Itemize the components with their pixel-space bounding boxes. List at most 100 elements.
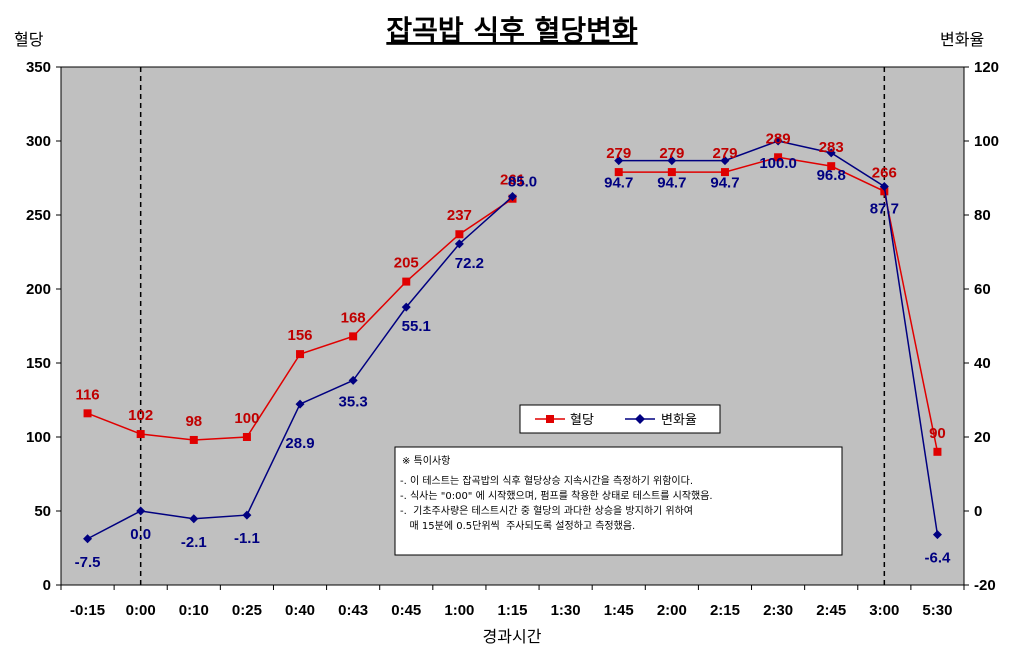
glucose-point	[242, 433, 251, 441]
glucose-data-label: 283	[819, 139, 844, 156]
legend: 혈당 변화율	[519, 404, 721, 434]
y-axis-left-label: 혈당	[14, 30, 44, 49]
change-rate-data-label: -7.5	[75, 554, 101, 571]
glucose-data-label: 279	[659, 145, 684, 162]
y-right-tick-label: -20	[974, 577, 996, 594]
legend-label-glucose: 혈당	[570, 413, 594, 428]
change-rate-point	[348, 375, 358, 385]
change-rate-data-label: -1.1	[234, 530, 260, 547]
x-tick-label: 0:10	[179, 602, 209, 619]
change-rate-point	[826, 148, 836, 158]
y-right-tick-label: 80	[974, 207, 991, 224]
glucose-point	[349, 332, 358, 341]
glucose-point	[933, 447, 942, 456]
x-axis-label: 경과시간	[483, 627, 542, 646]
glucose-data-label: 100	[234, 410, 259, 427]
change-rate-point	[83, 534, 93, 544]
change-rate-point	[879, 182, 889, 192]
glucose-point	[455, 230, 464, 239]
glucose-point	[827, 162, 836, 171]
note-box: ※ 특이사항 -. 이 테스트는 잡곡밥의 식후 혈당상승 지속시간을 측정하기…	[394, 446, 843, 556]
y-right-tick-label: 20	[974, 429, 991, 446]
change-rate-data-label: -2.1	[181, 534, 207, 551]
x-tick-label: 0:43	[338, 602, 368, 619]
y-right-tick-label: 120	[974, 59, 999, 76]
y-left-tick-label: 50	[34, 503, 51, 520]
y-left-tick-label: 0	[43, 577, 51, 594]
change-rate-data-label: 87.7	[870, 201, 899, 218]
glucose-point	[667, 168, 676, 177]
glucose-point	[614, 168, 623, 177]
change-rate-point	[614, 156, 624, 166]
x-tick-label: 1:15	[497, 602, 527, 619]
x-tick-label: 2:45	[816, 602, 846, 619]
change-rate-data-label: 55.1	[402, 318, 431, 335]
y-axis-right-label: 변화율	[940, 30, 984, 49]
change-rate-point	[932, 530, 942, 540]
y-right-tick-label: 60	[974, 281, 991, 298]
glucose-point	[774, 153, 783, 162]
y-left-tick-label: 250	[26, 207, 51, 224]
legend-marker-change	[635, 414, 645, 424]
x-tick-label: -0:15	[70, 602, 105, 619]
note-line-4: 매 15분에 0.5단위씩 주사되도록 설정하고 측정했음.	[400, 519, 635, 532]
glucose-data-label: 237	[447, 207, 472, 224]
y-left-tick-label: 300	[26, 133, 51, 150]
legend-marker-glucose	[546, 415, 554, 423]
x-tick-label: 0:00	[126, 602, 156, 619]
change-rate-point	[508, 192, 517, 201]
change-rate-data-label: -6.4	[925, 550, 952, 567]
change-rate-data-label: 28.9	[285, 435, 314, 452]
y-left-tick-label: 350	[26, 59, 51, 76]
y-right-tick-label: 100	[974, 133, 999, 150]
change-rate-data-label: 72.2	[455, 255, 484, 272]
change-rate-point	[401, 302, 411, 312]
y-right-tick-label: 40	[974, 355, 991, 372]
glucose-data-label: 90	[929, 425, 946, 442]
glucose-data-label: 261	[500, 172, 525, 189]
y-left-tick-label: 100	[26, 429, 51, 446]
glucose-data-label: 205	[394, 255, 419, 272]
change-rate-point	[242, 510, 252, 520]
glucose-point	[83, 409, 92, 418]
note-title: ※ 특이사항	[402, 455, 450, 467]
change-rate-data-label: 94.7	[604, 175, 633, 192]
change-rate-point	[295, 399, 305, 409]
change-rate-data-label: 85.0	[508, 174, 537, 191]
y-right-tick-label: 0	[974, 503, 982, 520]
glucose-point	[720, 168, 729, 177]
y-left-tick-label: 150	[26, 355, 51, 372]
note-line-1: -. 이 테스트는 잡곡밥의 식후 혈당상승 지속시간을 측정하기 위함이다.	[400, 474, 693, 487]
glucose-data-label: 98	[185, 413, 202, 430]
glucose-data-label: 102	[128, 407, 153, 424]
x-tick-label: 0:40	[285, 602, 315, 619]
chart-title: 잡곡밥 식후 혈당변화	[386, 14, 638, 47]
x-tick-label: 5:30	[922, 602, 952, 619]
x-tick-label: 1:00	[444, 602, 474, 619]
change-rate-data-label: 100.0	[759, 155, 797, 172]
glucose-data-label: 279	[606, 145, 631, 162]
change-rate-point	[773, 136, 783, 146]
glucose-data-label: 279	[712, 145, 737, 162]
legend-label-change: 변화율	[661, 413, 697, 428]
glucose-point	[136, 430, 145, 439]
x-tick-label: 0:45	[391, 602, 421, 619]
change-rate-data-label: 0.0	[130, 526, 151, 543]
change-rate-point	[720, 156, 730, 166]
glucose-data-label: 156	[288, 327, 313, 344]
change-rate-data-label: 94.7	[657, 175, 686, 192]
change-rate-data-label: 35.3	[339, 393, 368, 410]
x-tick-label: 2:15	[710, 602, 740, 619]
glucose-point	[189, 435, 198, 444]
glucose-data-label: 289	[766, 130, 791, 147]
glucose-point	[402, 277, 411, 286]
note-line-2: -. 식사는 "0:00" 에 시작했으며, 펌프를 착용한 상태로 테스트를 …	[400, 489, 713, 502]
change-rate-point	[454, 239, 464, 249]
glucose-data-label: 266	[872, 164, 897, 181]
note-line-3: -. 기초주사량은 테스트시간 중 혈당의 과다한 상승을 방지하기 위하여	[400, 504, 693, 517]
change-rate-point	[667, 156, 677, 166]
change-rate-point	[136, 506, 146, 516]
x-tick-label: 3:00	[869, 602, 899, 619]
x-tick-label: 1:30	[551, 602, 581, 619]
